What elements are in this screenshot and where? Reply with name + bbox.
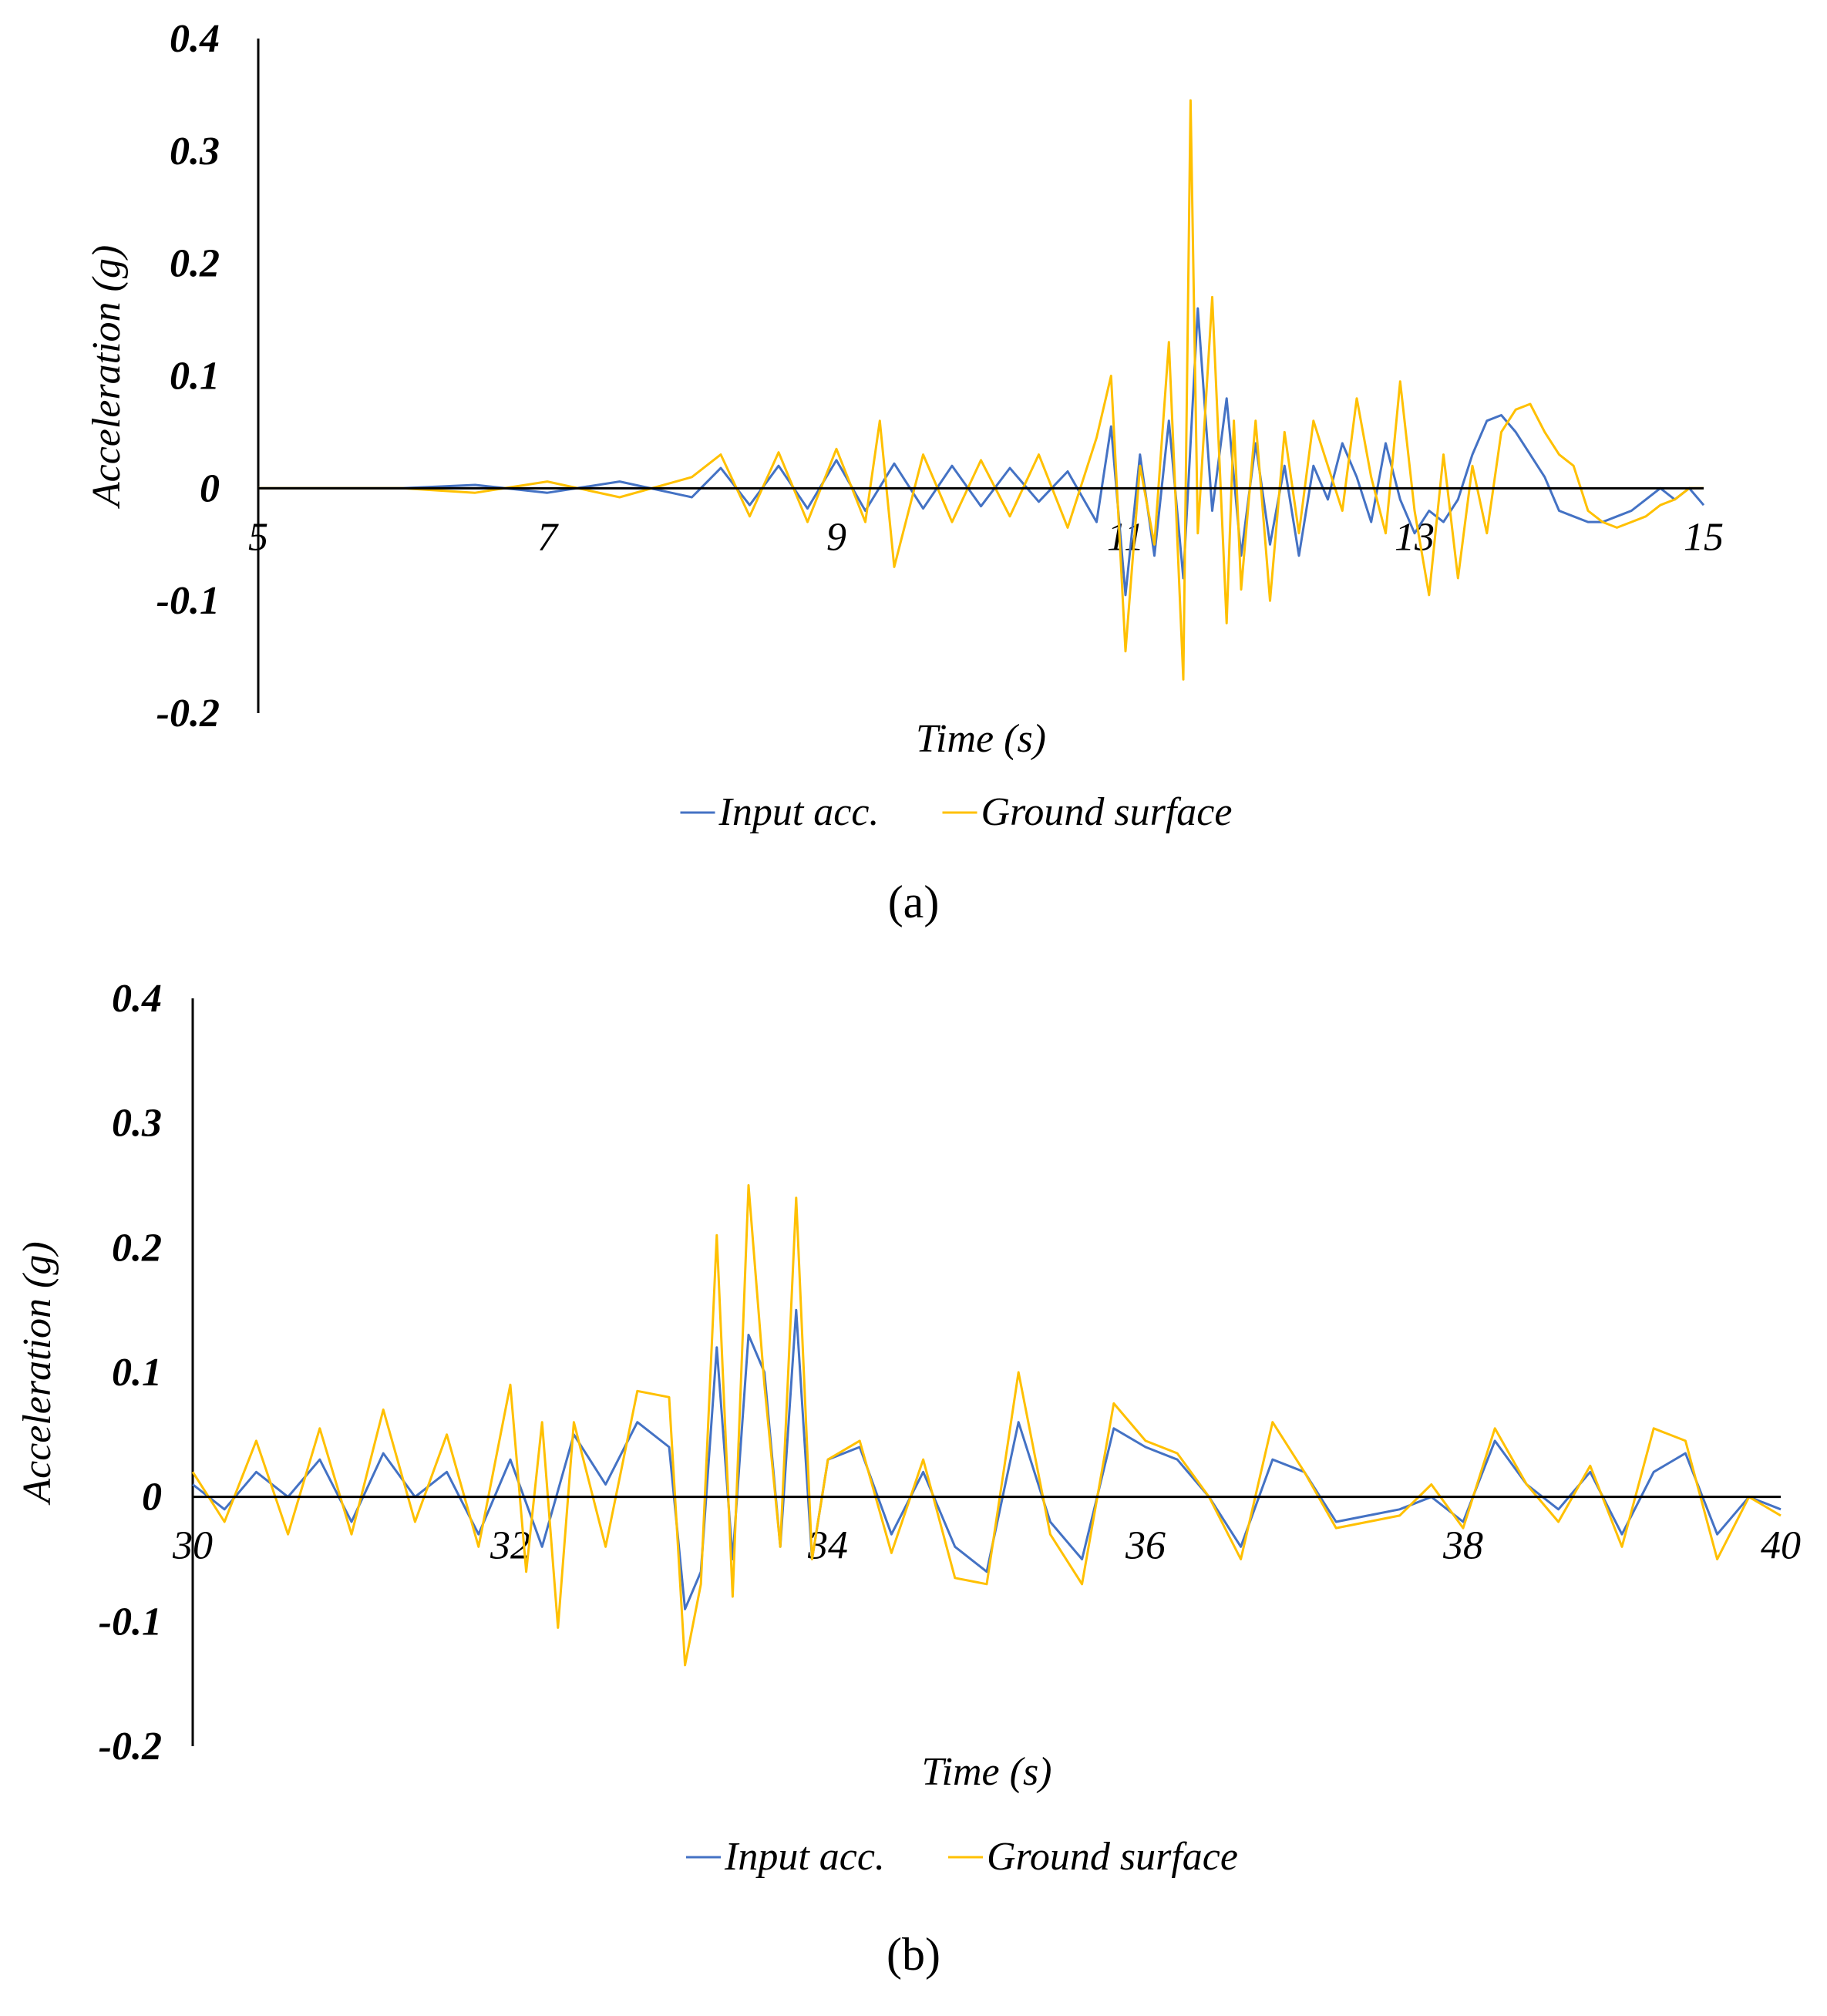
y-tick-label: 0.1 <box>170 355 220 399</box>
y-tick-label: 0.3 <box>170 130 220 173</box>
series-line-ground-surface <box>258 99 1704 681</box>
x-tick-label: 7 <box>537 515 559 559</box>
legend-label-ground-surface: Ground surface <box>981 790 1233 834</box>
x-tick-label: 13 <box>1395 515 1435 559</box>
x-axis-title: Time (s) <box>922 1750 1052 1794</box>
y-tick-label: -0.2 <box>156 692 220 735</box>
legend: Input acc. Ground surface <box>686 1835 1238 1879</box>
y-axis-title: Acceleration (g) <box>85 245 129 509</box>
series-line-input-acc <box>192 1308 1782 1610</box>
y-tick-label: 0.3 <box>112 1102 162 1146</box>
y-tick-label: 0 <box>200 466 220 510</box>
y-tick-label: 0.4 <box>170 17 220 61</box>
y-tick-label: 0 <box>142 1476 162 1520</box>
y-tick-label: -0.1 <box>99 1600 162 1644</box>
legend-label-input-acc: Input acc. <box>724 1835 885 1879</box>
legend: Input acc. Ground surface <box>680 790 1233 834</box>
series-line-input-acc <box>258 307 1705 597</box>
panel-label: (a) <box>888 877 940 927</box>
y-tick-label: 0.2 <box>170 242 220 286</box>
x-tick-label: 38 <box>1442 1524 1483 1568</box>
x-axis-title: Time (s) <box>916 717 1046 761</box>
x-tick-label: 15 <box>1684 515 1724 559</box>
x-tick-label: 9 <box>826 515 846 559</box>
chart-panel-a: 0.4 0.3 0.2 0.1 0 -0.1 -0.2 5 7 9 11 13 15 Time (s) Ac… <box>85 17 1724 927</box>
y-tick-label: 0.2 <box>112 1226 162 1270</box>
y-tick-label: -0.2 <box>99 1725 162 1769</box>
legend-label-ground-surface: Ground surface <box>987 1835 1238 1879</box>
panel-label: (b) <box>887 1929 940 1980</box>
series-line-ground-surface <box>191 1184 1782 1667</box>
y-axis-title: Acceleration (g) <box>15 1241 59 1505</box>
y-tick-label: -0.1 <box>156 579 220 623</box>
x-tick-label: 40 <box>1761 1524 1801 1568</box>
y-tick-label: 0.4 <box>112 977 162 1021</box>
x-tick-label: 36 <box>1125 1524 1166 1568</box>
x-tick-label: 5 <box>248 515 268 559</box>
x-tick-label: 11 <box>1107 515 1144 559</box>
legend-label-input-acc: Input acc. <box>718 790 880 834</box>
y-tick-label: 0.1 <box>112 1351 162 1395</box>
x-tick-label: 30 <box>172 1524 213 1568</box>
